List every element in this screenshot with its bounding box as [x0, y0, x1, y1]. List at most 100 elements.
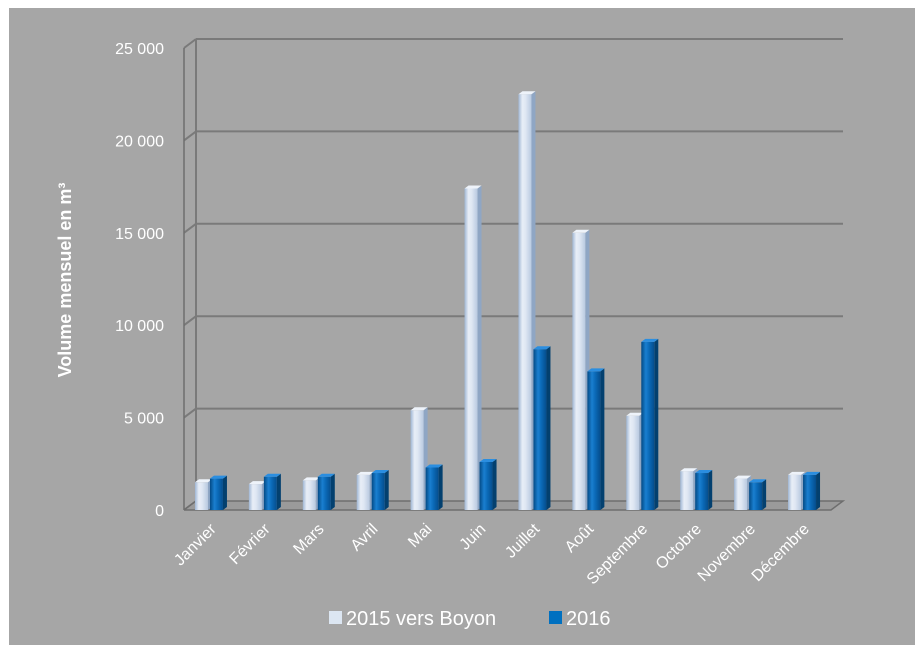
gridlines	[183, 38, 843, 511]
bar-front	[479, 461, 493, 510]
bar	[263, 473, 281, 510]
bar-side	[492, 458, 497, 510]
bar-top	[587, 368, 605, 372]
bar	[749, 479, 767, 510]
bar-front	[788, 474, 802, 510]
x-tick-label: Juin	[457, 521, 490, 554]
y-axis-label: Volume mensuel en m³	[55, 183, 75, 378]
bar-side	[384, 470, 389, 510]
bar-top	[317, 473, 335, 477]
x-tick-label: Janvier	[171, 520, 220, 569]
bar	[371, 470, 389, 510]
bar-front	[263, 476, 277, 510]
x-tick-label: Avril	[348, 521, 382, 555]
bar-side	[477, 185, 482, 510]
gridline-connector	[183, 38, 197, 49]
bar	[479, 458, 497, 510]
bar-side	[708, 470, 713, 510]
gridline-connector	[183, 407, 197, 419]
bar	[209, 475, 227, 510]
axes	[183, 39, 846, 511]
bar-top	[194, 479, 212, 483]
legend: 2015 vers Boyon 2016	[329, 608, 611, 630]
x-tick-label: Décembre	[749, 521, 813, 585]
bar-top	[248, 481, 266, 485]
chart-area: 0 5 000 10 000 15 000 20 000 25 000 Janvier Fé…	[9, 8, 915, 645]
legend-label-2015: 2015 vers Boyon	[346, 608, 496, 630]
x-tick-label: Mars	[290, 521, 327, 558]
y-tick-label: 5 000	[124, 411, 164, 428]
x-tick-label: Février	[226, 520, 274, 568]
bar	[587, 368, 605, 510]
bar-top	[263, 473, 281, 477]
bar	[518, 91, 536, 510]
bar-front	[695, 473, 709, 510]
bar-top	[641, 338, 659, 342]
gridline-connector	[183, 223, 197, 234]
bar-front	[572, 232, 586, 511]
bar	[410, 407, 428, 510]
bar-top	[533, 346, 551, 350]
bar-front	[410, 410, 424, 510]
y-tick-labels: 0 5 000 10 000 15 000 20 000 25 000	[115, 41, 164, 520]
x-tick-labels: Janvier Février Mars Avril Mai Juin Juillet Aoû…	[171, 520, 813, 588]
y-tick-label: 0	[155, 503, 164, 520]
bar-top	[749, 479, 767, 483]
bar-top	[425, 464, 443, 468]
bar	[248, 481, 266, 510]
floor	[183, 500, 846, 511]
bar-side	[330, 473, 335, 510]
x-tick-label: Août	[562, 520, 598, 556]
bar	[641, 338, 659, 510]
bar-top	[788, 471, 806, 475]
y-tick-label: 10 000	[115, 318, 164, 335]
bar	[803, 471, 821, 510]
bar-side	[762, 479, 767, 510]
gridline-connector	[183, 130, 197, 142]
bar-front	[626, 415, 640, 510]
x-tick-label: Mai	[405, 521, 435, 551]
bar	[695, 470, 713, 510]
bar-side	[816, 471, 821, 510]
bar-front	[749, 482, 763, 510]
bar-top	[518, 91, 536, 95]
bar	[425, 464, 443, 510]
bar-top	[803, 471, 821, 475]
bar-front	[317, 476, 331, 510]
bar	[572, 229, 590, 511]
bar-front	[533, 349, 547, 510]
bar-top	[572, 229, 590, 233]
bar-top	[479, 458, 497, 462]
y-tick-label: 20 000	[115, 133, 164, 150]
y-tick-label: 25 000	[115, 41, 164, 58]
bar-top	[302, 477, 320, 481]
bar	[680, 468, 698, 510]
bar	[464, 185, 482, 510]
bar-top	[680, 468, 698, 472]
bar	[626, 412, 644, 510]
bar-front	[803, 474, 817, 510]
bar-top	[464, 185, 482, 189]
bar-side	[276, 473, 281, 510]
bar	[356, 471, 374, 510]
bar-top	[734, 475, 752, 479]
legend-swatch-2016	[549, 611, 562, 624]
bar-top	[371, 470, 389, 474]
y-tick-label: 15 000	[115, 226, 164, 243]
bar-front	[680, 471, 694, 510]
bar	[788, 471, 806, 510]
bar	[734, 475, 752, 510]
bar-top	[410, 407, 428, 411]
bar-front	[641, 341, 655, 510]
x-tick-label: Octobre	[653, 521, 705, 573]
bar-chart: 0 5 000 10 000 15 000 20 000 25 000 Janvier Fé…	[55, 38, 846, 630]
bar	[533, 346, 551, 510]
bar	[317, 473, 335, 510]
bar-top	[209, 475, 227, 479]
bar-side	[222, 475, 227, 510]
bar-front	[302, 480, 316, 510]
bar-top	[356, 471, 374, 475]
bar-front	[587, 371, 601, 510]
bar-front	[194, 482, 208, 510]
